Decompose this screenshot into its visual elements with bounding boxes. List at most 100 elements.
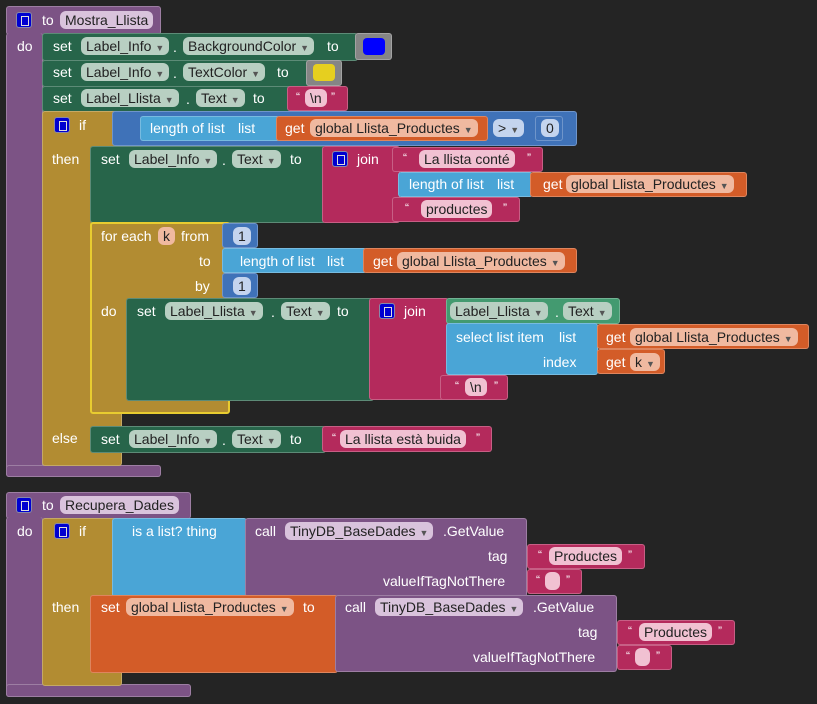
property-name: Text — [237, 151, 263, 167]
procedure-body-bar — [6, 33, 43, 477]
select-list-item-block[interactable] — [446, 323, 598, 375]
property-dropdown[interactable]: TextColor ▼ — [183, 63, 266, 81]
set-label: set — [137, 303, 156, 319]
set-label: set — [53, 90, 72, 106]
variable-name: k — [635, 354, 642, 370]
method-label: .GetValue — [533, 599, 595, 615]
procedure-name-field[interactable]: Recupera_Dades — [60, 496, 179, 514]
text-value-field[interactable]: La llista conté — [419, 150, 515, 168]
set-label: set — [53, 38, 72, 54]
component-dropdown[interactable]: Label_Info ▼ — [129, 430, 218, 448]
length-of-list-block[interactable] — [140, 116, 280, 141]
is-a-list-block[interactable] — [112, 518, 247, 597]
text-value-field[interactable] — [545, 572, 560, 590]
number-field[interactable]: 1 — [233, 227, 251, 245]
close-quote: ” — [331, 90, 335, 104]
length-of-list-block[interactable] — [222, 248, 367, 273]
property-dropdown[interactable]: BackgroundColor ▼ — [183, 37, 315, 55]
property-dropdown[interactable]: Text ▼ — [196, 89, 245, 107]
component-dropdown[interactable]: Label_Info ▼ — [81, 37, 170, 55]
close-quote: ” — [718, 624, 722, 638]
operator-dropdown[interactable]: > ▼ — [493, 119, 525, 137]
property-name: TextColor — [188, 64, 248, 80]
call-label: call — [255, 523, 277, 539]
dot-label: . — [222, 432, 226, 448]
dot-label: . — [173, 65, 177, 81]
component-dropdown[interactable]: Label_Llista ▼ — [450, 302, 548, 320]
text-value-field[interactable] — [635, 648, 650, 666]
index-label: index — [543, 354, 577, 370]
property-name: Text — [568, 303, 594, 319]
variable-name: global Llista_Productes — [315, 120, 460, 136]
mutator-icon[interactable] — [332, 151, 348, 167]
dropdown-arrow-icon: ▼ — [266, 156, 276, 166]
text-value-field[interactable]: productes — [421, 200, 493, 218]
component-name: Label_Llista — [86, 90, 161, 106]
open-quote: “ — [536, 573, 540, 587]
dot-label: . — [271, 304, 275, 320]
variable-dropdown[interactable]: global Llista_Productes ▼ — [126, 598, 294, 616]
dropdown-arrow-icon: ▼ — [155, 69, 165, 79]
mutator-icon[interactable] — [54, 523, 70, 539]
list-label: list — [497, 176, 515, 192]
property-name: BackgroundColor — [188, 38, 297, 54]
dropdown-arrow-icon: ▼ — [203, 436, 213, 446]
property-dropdown[interactable]: Text ▼ — [281, 302, 330, 320]
procedure-name-field[interactable]: Mostra_Llista — [60, 11, 154, 29]
property-name: Text — [237, 431, 263, 447]
property-name: Text — [286, 303, 312, 319]
mutator-icon[interactable] — [16, 12, 32, 28]
component-dropdown[interactable]: TinyDB_BaseDades ▼ — [375, 598, 524, 616]
variable-dropdown[interactable]: global Llista_Productes ▼ — [630, 328, 798, 346]
mutator-icon[interactable] — [54, 117, 70, 133]
dot-label: . — [173, 39, 177, 55]
procedure-body-bar — [6, 517, 43, 697]
mutator-icon[interactable] — [16, 497, 32, 513]
property-dropdown[interactable]: Text ▼ — [563, 302, 612, 320]
dropdown-arrow-icon: ▼ — [510, 125, 520, 135]
dropdown-arrow-icon: ▼ — [164, 95, 174, 105]
is-a-list-label: is a list? thing — [132, 523, 217, 539]
component-name: Label_Llista — [170, 303, 245, 319]
variable-dropdown[interactable]: k ▼ — [630, 353, 660, 371]
text-value-field[interactable]: Productes — [549, 547, 623, 565]
dropdown-arrow-icon: ▼ — [300, 43, 310, 53]
variable-dropdown[interactable]: global Llista_Productes ▼ — [310, 119, 478, 137]
text-value-field[interactable]: Productes — [639, 623, 713, 641]
dropdown-arrow-icon: ▼ — [719, 181, 729, 191]
dot-label: . — [555, 304, 559, 320]
else-label: else — [52, 430, 78, 446]
component-dropdown[interactable]: Label_Info ▼ — [81, 63, 170, 81]
loop-variable-field[interactable]: k — [158, 227, 175, 245]
color-swatch-yellow — [313, 64, 335, 81]
property-dropdown[interactable]: Text ▼ — [232, 430, 281, 448]
open-quote: “ — [403, 151, 407, 165]
component-name: Label_Info — [134, 151, 200, 167]
variable-dropdown[interactable]: global Llista_Productes ▼ — [397, 252, 565, 270]
number-field[interactable]: 1 — [233, 277, 251, 295]
component-dropdown[interactable]: Label_Info ▼ — [129, 150, 218, 168]
component-dropdown[interactable]: Label_Llista ▼ — [81, 89, 179, 107]
to-label: to — [337, 303, 349, 319]
tag-label: tag — [488, 548, 508, 564]
set-label: set — [101, 151, 120, 167]
to-label: to — [290, 151, 302, 167]
for-each-label: for each — [101, 228, 152, 244]
join-label: join — [357, 151, 379, 167]
length-of-list-label: length of list — [409, 176, 484, 192]
text-value-field[interactable]: \n — [465, 378, 487, 396]
procedure-bottom-bar — [6, 465, 161, 477]
number-field[interactable]: 0 — [541, 119, 559, 137]
text-value-field[interactable]: La llista està buida — [340, 430, 466, 448]
do-label: do — [101, 303, 117, 319]
variable-dropdown[interactable]: global Llista_Productes ▼ — [566, 175, 734, 193]
open-quote: “ — [538, 548, 542, 562]
mutator-icon[interactable] — [379, 303, 395, 319]
property-dropdown[interactable]: Text ▼ — [232, 150, 281, 168]
get-label: get — [285, 120, 305, 136]
text-value-field[interactable]: \n — [305, 89, 327, 107]
component-dropdown[interactable]: TinyDB_BaseDades ▼ — [285, 522, 434, 540]
component-name: Label_Llista — [455, 303, 530, 319]
get-label: get — [543, 176, 563, 192]
component-dropdown[interactable]: Label_Llista ▼ — [165, 302, 263, 320]
